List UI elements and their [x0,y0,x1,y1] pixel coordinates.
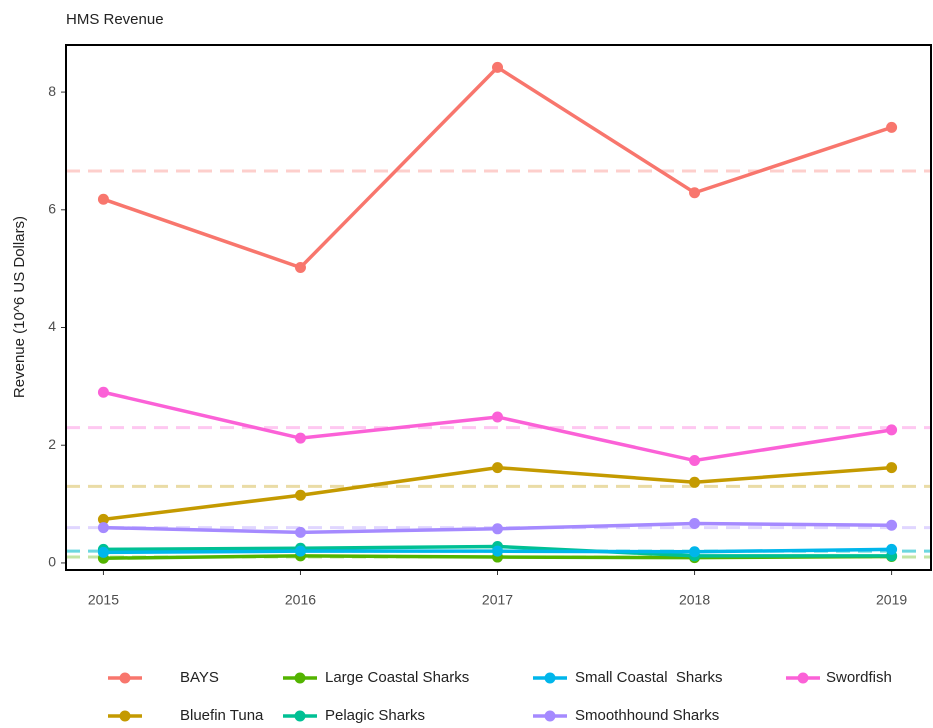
x-tick-label: 2016 [285,592,316,608]
legend-label: Smoothhound Sharks [575,707,719,724]
plot-frame [65,44,932,571]
legend-label: Swordfish [826,669,892,686]
data-point [492,411,504,423]
legend-label: Bluefin Tuna [180,707,264,724]
y-tick-label: 2 [48,436,56,452]
y-tick-label: 6 [48,201,56,217]
legend-label: Small Coastal Sharks [575,669,723,686]
data-point [886,424,898,436]
series-line [103,465,892,522]
y-tick-label: 4 [48,318,56,334]
legend-key-point [294,710,306,722]
data-point [294,261,306,273]
legend-key-point [797,672,809,684]
data-point [886,519,898,531]
data-point [886,543,898,555]
data-point [97,386,109,398]
data-point [492,523,504,535]
legend-key-point [294,672,306,684]
data-point [689,187,701,199]
y-tick-label: 0 [48,554,56,570]
data-point [886,462,898,474]
x-tick-label: 2017 [482,592,513,608]
legend-label: Pelagic Sharks [325,707,425,724]
legend-key-point [119,672,131,684]
data-point [97,522,109,534]
data-point [294,545,306,557]
legend-label: Large Coastal Sharks [325,669,469,686]
legend-key-point [544,710,556,722]
data-point [97,546,109,558]
x-tick-label: 2019 [876,592,907,608]
data-point [492,462,504,474]
data-point [294,432,306,444]
legend-key-point [119,710,131,722]
data-point [689,455,701,467]
data-point [97,193,109,205]
y-tick-label: 8 [48,83,56,99]
series-line [102,65,893,270]
data-point [689,546,701,558]
legend-key-point [544,672,556,684]
data-point [97,513,109,525]
data-point [492,61,504,73]
y-axis-label: Revenue (10^6 US Dollars) [11,216,28,398]
data-point [886,121,898,133]
x-tick-label: 2015 [88,592,119,608]
data-point [294,526,306,538]
x-tick-label: 2018 [679,592,710,608]
legend-label: BAYS [180,669,219,686]
chart-title: HMS Revenue [66,11,164,28]
data-point [294,489,306,501]
data-point [689,476,701,488]
data-point [689,518,701,530]
data-point [492,545,504,557]
